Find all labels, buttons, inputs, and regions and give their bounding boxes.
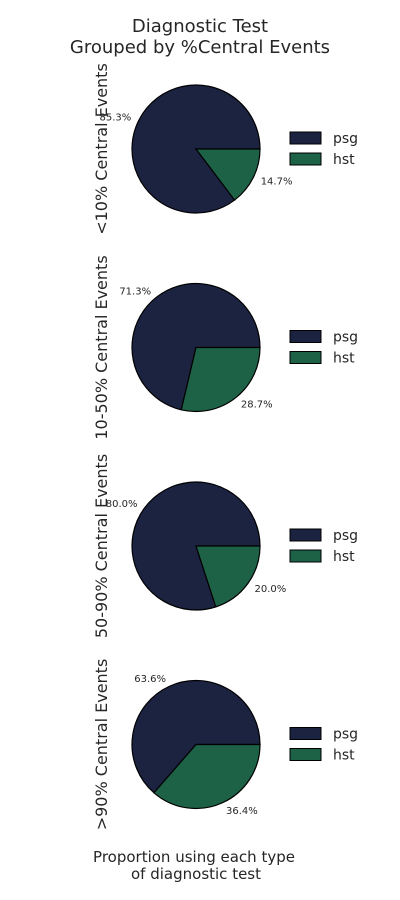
chart-xlabel-line-1: Proportion using each type: [93, 848, 295, 866]
pie-percent-label-hst: 20.0%: [255, 584, 287, 595]
legend-swatch-psg: [289, 131, 322, 145]
pie-slice-hst: [194, 148, 261, 201]
pie-percent-label-hst: 28.7%: [241, 400, 273, 411]
chart-title-line-2: Grouped by %Central Events: [70, 37, 330, 58]
legend-label-psg: psg: [333, 528, 358, 544]
pie-panel-4: >90% Central Events 63.6% 36.4% psg hst: [92, 659, 358, 831]
pie-percent-label-psg: 71.3%: [119, 286, 151, 297]
legend-swatch-psg: [289, 330, 322, 343]
pie-ylabel: >90% Central Events: [92, 659, 111, 831]
pie-ylabel: <10% Central Events: [92, 63, 111, 235]
pie-slice-hst: [180, 346, 261, 413]
pie-slice-psg: [131, 679, 261, 794]
legend-label-hst: hst: [333, 748, 355, 764]
legend-label-hst: hst: [333, 549, 355, 565]
chart-title-line-1: Diagnostic Test: [132, 16, 268, 37]
legend-swatch-hst: [289, 152, 322, 166]
pie-panels: <10% Central Events85.3%14.7%psghst10-50…: [92, 63, 358, 830]
legend-swatch-hst: [289, 748, 322, 761]
legend-label-hst: hst: [333, 351, 355, 367]
legend-swatch-psg: [289, 727, 322, 740]
pie-panel-2: 10-50% Central Events 71.3% 28.7% psg hst: [92, 255, 358, 439]
legend-label-hst: hst: [333, 152, 355, 168]
legend-swatch-hst: [289, 549, 322, 563]
pie-percent-label-hst: 36.4%: [226, 806, 258, 817]
legend-swatch-psg: [289, 528, 322, 542]
pie-slice-psg: [131, 481, 261, 611]
pie-ylabel: 10-50% Central Events: [92, 255, 111, 439]
pie-percent-label-hst: 14.7%: [261, 177, 293, 188]
pie-percent-label-psg: 85.3%: [100, 112, 132, 123]
legend-label-psg: psg: [333, 131, 358, 147]
pie-ylabel: 50-90% Central Events: [92, 454, 111, 638]
pie-percent-label-psg: 80.0%: [106, 499, 138, 510]
legend-label-psg: psg: [333, 727, 358, 743]
pie-slice-psg: [131, 282, 261, 411]
pie-slice-hst: [153, 743, 261, 810]
pie-slice-hst: [195, 545, 261, 608]
legend-swatch-hst: [289, 351, 322, 364]
legend-label-psg: psg: [333, 330, 358, 346]
chart-xlabel-line-2: of diagnostic test: [131, 865, 261, 883]
pie-percent-label-psg: 63.6%: [134, 674, 166, 685]
